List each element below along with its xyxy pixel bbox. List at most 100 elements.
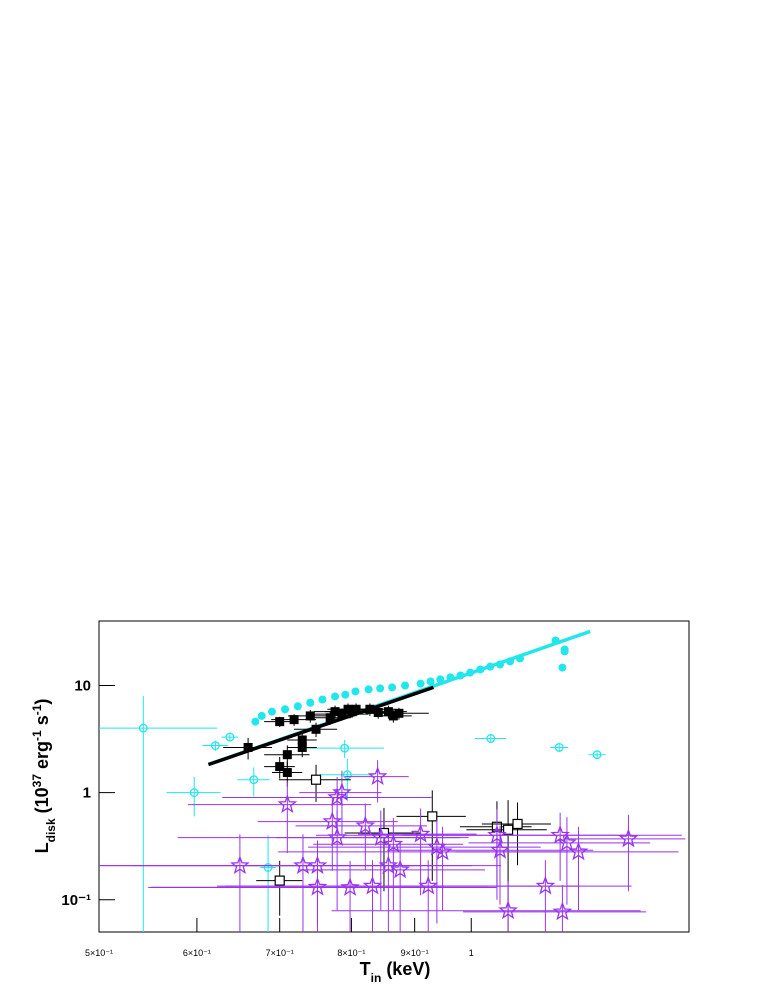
point <box>515 654 524 663</box>
point <box>230 855 250 875</box>
point <box>378 855 399 875</box>
point <box>327 787 347 806</box>
label-part: s <box>32 715 52 730</box>
point <box>311 724 321 734</box>
point <box>496 660 505 669</box>
point <box>263 863 273 872</box>
point <box>554 743 564 752</box>
point <box>305 711 315 721</box>
point <box>618 828 639 848</box>
point <box>373 707 383 717</box>
point <box>341 690 350 699</box>
point <box>432 841 453 861</box>
point <box>340 743 350 753</box>
point <box>322 811 343 831</box>
point <box>281 705 290 714</box>
point <box>362 875 383 895</box>
point <box>310 774 322 785</box>
y-tick-label: 10⁻¹ <box>61 892 91 909</box>
x-tick-label: 6×10⁻¹ <box>183 948 211 958</box>
x-tick-label: 8×10⁻¹ <box>337 948 365 958</box>
point <box>436 675 445 684</box>
point <box>293 702 302 711</box>
point <box>340 877 360 896</box>
point <box>289 715 299 725</box>
point <box>277 794 298 813</box>
point <box>490 839 510 859</box>
point <box>506 657 515 666</box>
point <box>318 695 327 704</box>
label-part: L <box>32 842 52 853</box>
point <box>332 782 352 802</box>
point <box>568 841 589 861</box>
point <box>383 707 393 717</box>
label-part: erg <box>32 741 52 774</box>
point <box>367 766 388 786</box>
label-part: -1 <box>30 730 44 741</box>
point <box>306 698 315 707</box>
point <box>337 709 347 719</box>
point <box>297 735 307 745</box>
point <box>502 824 514 835</box>
point <box>557 832 577 852</box>
point <box>512 818 523 830</box>
point <box>364 685 373 694</box>
point <box>487 824 507 844</box>
point <box>225 732 235 742</box>
point <box>446 673 455 682</box>
x-tick-label: 5×10⁻¹ <box>85 948 113 958</box>
y-axis-label: Ldisk (1037 erg-1 s-1) <box>30 699 58 854</box>
point <box>592 750 602 760</box>
point <box>426 677 435 686</box>
point <box>416 679 425 688</box>
point <box>383 833 404 853</box>
point <box>486 662 495 671</box>
axis-layer: 5×10⁻¹ 6×10⁻¹ 7×10⁻¹ 8×10⁻¹ 9×10⁻¹ 1 10⁻¹ 1 10 <box>61 677 473 958</box>
point <box>388 683 397 692</box>
point <box>550 824 570 844</box>
label-part: 37 <box>30 774 44 788</box>
point <box>456 671 465 680</box>
point <box>560 647 569 656</box>
label-part: in <box>371 971 382 985</box>
point <box>410 823 431 843</box>
point <box>558 663 567 672</box>
point <box>274 875 285 886</box>
point <box>342 770 352 780</box>
point <box>390 859 410 879</box>
x-tick-label: 9×10⁻¹ <box>401 948 429 958</box>
point <box>243 742 253 752</box>
point <box>282 750 292 760</box>
point <box>282 768 292 778</box>
point <box>351 687 360 696</box>
point <box>418 875 439 895</box>
plot-frame <box>98 620 690 933</box>
point <box>189 788 199 798</box>
point <box>275 762 285 772</box>
label-part: (keV) <box>381 959 430 979</box>
point <box>535 875 556 895</box>
data-layer <box>99 629 686 932</box>
point <box>138 723 148 733</box>
point <box>365 704 375 714</box>
point <box>486 734 496 743</box>
point <box>325 713 335 723</box>
y-tick-label: 10 <box>74 677 91 694</box>
point <box>267 707 276 716</box>
point <box>394 708 404 718</box>
label-part: ) <box>32 699 52 705</box>
label-part: (10 <box>32 787 52 818</box>
point <box>355 815 376 835</box>
point <box>401 681 410 690</box>
point <box>331 692 340 701</box>
point <box>552 901 573 921</box>
point <box>275 717 285 727</box>
x-axis-label: Tin (keV) <box>360 959 431 985</box>
point <box>210 741 220 751</box>
point <box>249 775 259 785</box>
x-tick-label: 1 <box>469 948 474 958</box>
point <box>466 668 475 677</box>
point <box>307 876 328 896</box>
label-part: disk <box>44 818 58 842</box>
